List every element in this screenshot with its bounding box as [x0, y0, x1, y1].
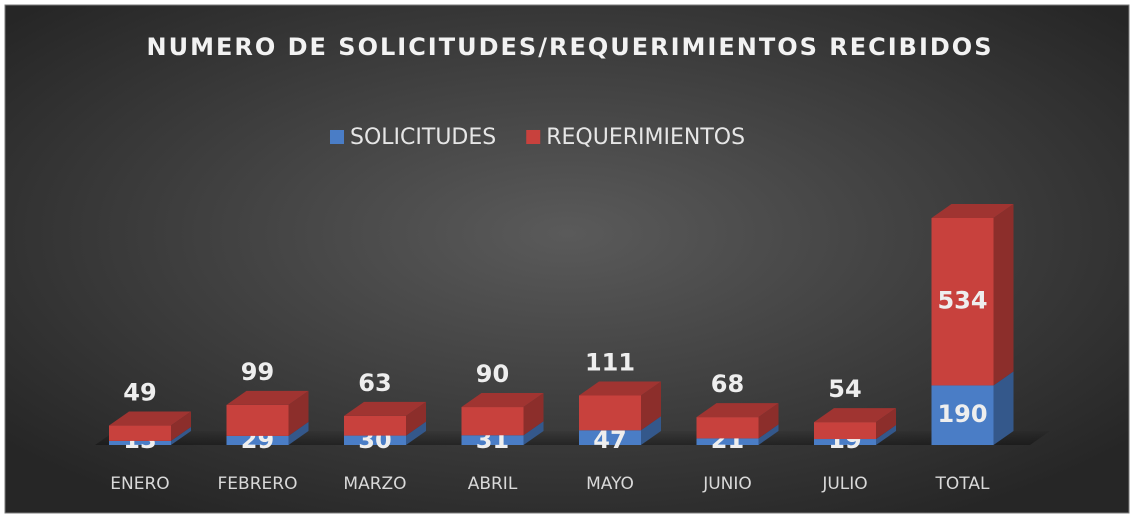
legend-label: SOLICITUDES: [350, 125, 496, 150]
bar-side: [406, 401, 426, 436]
x-tick-label: TOTAL: [935, 474, 990, 494]
bar-front: [461, 407, 524, 436]
bar-front: [696, 438, 759, 445]
bar-side: [758, 403, 779, 439]
bar-front: [814, 422, 876, 440]
bar-side: [641, 381, 661, 431]
data-label: 54: [828, 375, 861, 403]
x-tick-label: MARZO: [343, 474, 406, 494]
bar-front: [696, 417, 759, 439]
bar: [814, 408, 896, 440]
bar-front: [344, 435, 406, 445]
bar: [461, 393, 544, 436]
bar-side: [758, 424, 779, 445]
bar: [696, 424, 779, 445]
x-tick-label: JUNIO: [702, 474, 752, 494]
bar-front: [461, 435, 524, 445]
data-label: 190: [937, 400, 987, 428]
bar-side: [288, 390, 309, 436]
bar: [344, 421, 426, 445]
bar-front: [579, 430, 641, 445]
data-label: 534: [937, 287, 987, 315]
bar-front: [226, 435, 289, 445]
bar-front: [109, 440, 171, 445]
bar: [226, 390, 309, 436]
bar-top: [461, 393, 544, 408]
legend: SOLICITUDES REQUERIMIENTOS: [330, 125, 745, 150]
x-tick-label: MAYO: [586, 474, 634, 494]
bar-top: [344, 401, 426, 416]
bar-side: [406, 421, 426, 445]
bar-top: [226, 390, 309, 405]
bar-side: [993, 204, 1014, 386]
bar: [696, 403, 779, 439]
bar-top: [931, 204, 1014, 218]
bar: [461, 421, 544, 445]
bar-top: [109, 411, 191, 426]
data-label: 49: [123, 379, 156, 407]
chart-title: NUMERO DE SOLICITUDES/REQUERIMIENTOS REC…: [147, 33, 994, 61]
x-tick-label: ABRIL: [468, 474, 518, 494]
bar-side: [993, 371, 1014, 445]
legend-swatch: [330, 130, 344, 144]
bar-front: [931, 385, 994, 445]
data-label: 68: [711, 370, 744, 398]
bar-side: [288, 421, 309, 445]
bar-top: [814, 408, 896, 423]
bar-front: [931, 218, 994, 386]
bar-front: [344, 415, 406, 436]
bar: [814, 425, 896, 445]
data-label: 90: [476, 360, 509, 388]
x-tick-label: ENERO: [110, 474, 169, 494]
data-label: 99: [241, 358, 274, 386]
bar-top: [579, 381, 661, 396]
bar-front: [814, 439, 876, 445]
bar: [931, 371, 1014, 445]
bar-side: [641, 416, 661, 445]
bar-side: [171, 426, 191, 445]
bar: [109, 426, 191, 445]
bar: [344, 401, 426, 436]
bar: [579, 416, 661, 445]
legend-swatch: [526, 130, 541, 144]
bar-front: [579, 395, 641, 431]
x-tick-label: FEBRERO: [218, 474, 298, 494]
bar-front: [109, 425, 171, 441]
bar-side: [876, 408, 896, 440]
data-label: 63: [358, 369, 391, 397]
bar-front: [226, 404, 289, 436]
bar-side: [171, 411, 191, 441]
bar-top: [696, 403, 779, 418]
bar: [579, 381, 661, 431]
bar-side: [523, 421, 544, 445]
x-tick-label: JULIO: [821, 474, 867, 494]
legend-label: REQUERIMIENTOS: [546, 125, 745, 150]
data-label: 111: [585, 348, 635, 376]
bar-side: [876, 425, 896, 445]
bar: [109, 411, 191, 441]
bar-side: [523, 393, 544, 436]
floor: [95, 431, 1050, 445]
bar: [931, 204, 1014, 386]
bar: [226, 421, 309, 445]
data-label: 47: [593, 426, 626, 454]
